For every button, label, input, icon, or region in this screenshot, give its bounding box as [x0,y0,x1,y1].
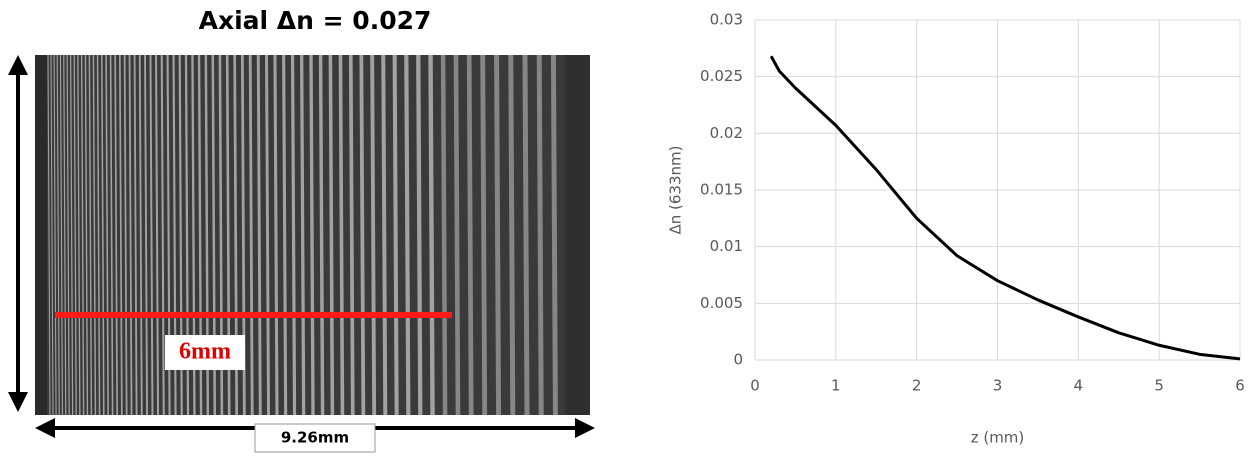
fringe [338,54,345,416]
fringe [47,54,51,416]
fringe [114,54,118,416]
fringe [133,54,138,416]
fringe [59,54,64,416]
scale-label-box [165,335,245,370]
fringe [466,54,474,416]
x-tick-label: 1 [831,377,841,395]
fringe [536,54,544,416]
fringe [123,54,128,416]
fringe [155,54,160,416]
fringe [404,54,411,416]
fringe [300,54,306,416]
edge [35,55,47,415]
fringe [53,54,57,416]
fringe [440,54,448,416]
fringe [149,54,154,416]
fringe [70,54,74,416]
fringe [77,54,81,416]
fringe [522,54,530,416]
width-label: 9.26mm [281,429,349,447]
edge [565,55,590,415]
x-tick-label: 4 [1074,377,1084,395]
fringe [50,54,54,416]
width-label-box [254,423,376,453]
x-tick-label: 5 [1154,377,1164,395]
y-tick-label: 0.03 [710,11,743,29]
y-tick-label: 0.005 [700,294,743,312]
fringe [66,54,70,416]
fringe [328,54,335,416]
fringe [550,54,558,416]
fringe [392,54,399,416]
fringe [248,54,254,416]
fringe [84,54,89,416]
fringe [282,54,288,416]
x-tick-label: 3 [993,377,1003,395]
fringe [508,54,516,416]
fringe [105,54,109,416]
interferogram [35,54,590,416]
x-tick-label: 6 [1235,377,1245,395]
fringe [101,54,105,416]
fringe [348,54,355,416]
fringe [118,54,123,416]
fringe [381,54,388,416]
fringe [359,54,366,416]
fringe [370,54,377,416]
x-tick-label: 0 [750,377,760,395]
fringe [56,54,60,416]
y-tick-label: 0.02 [710,124,743,142]
fringe [63,54,67,416]
fringe [416,54,423,416]
arrow-head [8,55,28,75]
fringe [160,54,165,416]
fringe [265,54,271,416]
scale-label: 6mm [179,339,231,365]
fringe [428,54,435,416]
data-line [769,55,1241,361]
y-tick-label: 0.015 [700,181,743,199]
fringe [73,54,77,416]
fringe [96,54,101,416]
y-tick-label: 0.01 [710,237,743,255]
fringe [256,54,262,416]
fringe [318,54,325,416]
arrow-head [35,418,55,438]
fringe [309,54,315,416]
y-tick-label: 0.025 [700,67,743,85]
fringe [138,54,143,416]
fringe [88,54,93,416]
fringe [128,54,133,416]
y-tick-label: 0 [733,351,743,369]
fringe [494,54,502,416]
image-title: Axial Δn = 0.027 [199,6,432,35]
x-tick-label: 2 [912,377,922,395]
chart: 0 0.005 0.01 0.015 0.02 0.025 0.03 0 1 2 3 4 5 6 z (mm… [667,11,1245,447]
annotations: 9.26mm 6mm [8,55,595,453]
fringe [80,54,85,416]
arrow-head [575,418,595,438]
fringe [273,54,279,416]
fringe [480,54,488,416]
fringe [92,54,97,416]
arrow-head [8,392,28,412]
fringe [290,54,297,416]
fringe [109,54,114,416]
x-axis-label: z (mm) [971,429,1025,447]
fringe [144,54,148,416]
fringe [453,54,461,416]
y-axis-label: Δn (633nm) [667,146,685,235]
